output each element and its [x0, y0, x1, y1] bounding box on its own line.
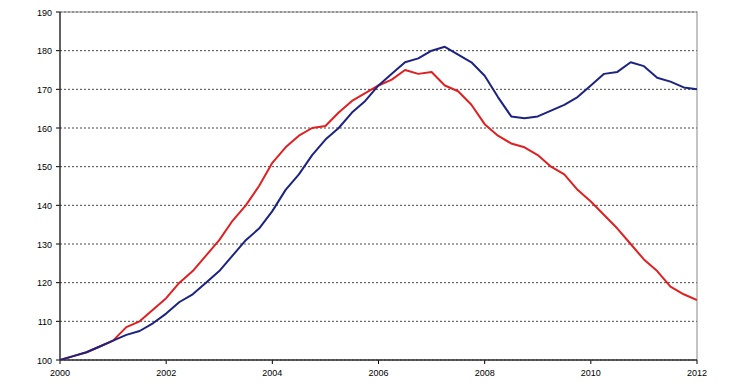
y-tick — [56, 360, 60, 361]
x-tick-label: 2000 — [50, 368, 70, 378]
y-tick-label: 130 — [37, 240, 52, 250]
grid-line — [60, 50, 697, 51]
grid-line — [60, 166, 697, 167]
y-tick — [56, 128, 60, 129]
y-tick-label: 180 — [37, 46, 52, 56]
series-line — [60, 70, 697, 360]
y-tick-label: 120 — [37, 278, 52, 288]
y-tick — [56, 166, 60, 167]
x-axis — [60, 360, 697, 361]
plot-frame — [60, 12, 697, 360]
x-tick-label: 2010 — [581, 368, 601, 378]
grid-line — [60, 360, 697, 361]
x-tick-label: 2006 — [368, 368, 388, 378]
y-tick-label: 160 — [37, 124, 52, 134]
y-tick — [56, 89, 60, 90]
x-tick-label: 2012 — [687, 368, 707, 378]
series-group — [60, 47, 697, 360]
y-tick — [56, 282, 60, 283]
background — [0, 0, 740, 389]
x-tick — [378, 360, 379, 364]
grid-line — [60, 282, 697, 283]
x-tick-label: 2004 — [262, 368, 282, 378]
x-tick — [60, 360, 61, 364]
x-tick — [272, 360, 273, 364]
grid-line — [60, 205, 697, 206]
y-tick — [56, 205, 60, 206]
x-tick — [697, 360, 698, 364]
y-tick-label: 100 — [37, 356, 52, 366]
x-tick-label: 2008 — [475, 368, 495, 378]
y-tick-label: 110 — [38, 317, 52, 327]
x-tick — [166, 360, 167, 364]
y-tick-label: 170 — [37, 85, 52, 95]
y-tick-label: 190 — [37, 8, 52, 18]
x-tick-label: 2002 — [156, 368, 176, 378]
series-line — [60, 47, 697, 360]
x-tick — [484, 360, 485, 364]
y-tick — [56, 50, 60, 51]
grid-line — [60, 244, 697, 245]
grid-line — [60, 89, 697, 90]
x-tick — [590, 360, 591, 364]
y-axis — [60, 12, 61, 360]
y-tick — [56, 244, 60, 245]
grid-line — [60, 128, 697, 129]
chart: 100 110 120 130 140 150 160 170 180 190 2000 2002 20… — [0, 0, 740, 389]
y-tick — [56, 321, 60, 322]
y-tick — [56, 12, 60, 13]
y-tick-label: 140 — [37, 201, 52, 211]
y-tick-label: 150 — [37, 162, 52, 172]
